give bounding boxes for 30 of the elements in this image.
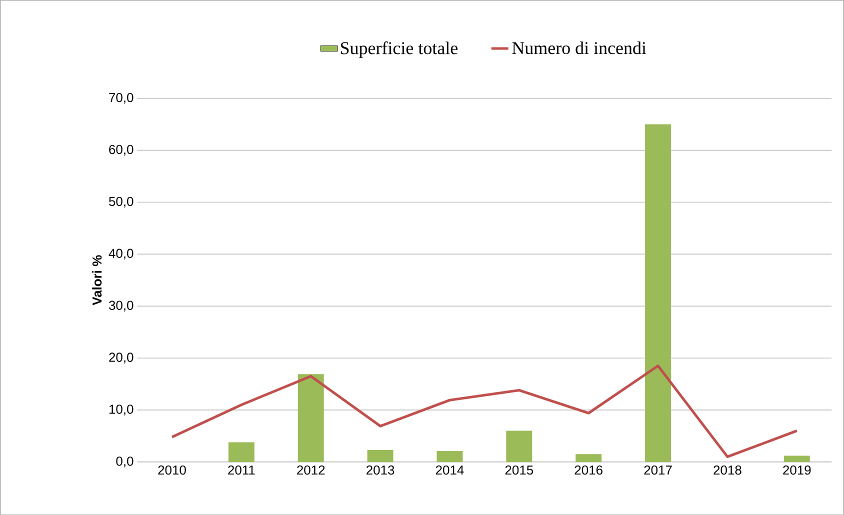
bar (228, 442, 254, 462)
x-tick-label: 2013 (366, 465, 394, 475)
y-tick-label: 40,0 (108, 248, 134, 260)
x-tick-label: 2017 (644, 465, 672, 475)
y-tick-label: 30,0 (108, 300, 134, 312)
bar (506, 430, 532, 462)
bar (436, 450, 463, 462)
bar (645, 124, 672, 462)
bar (298, 374, 324, 462)
y-tick-label: 50,0 (109, 196, 134, 208)
x-tick-label: 2010 (158, 465, 186, 475)
legend-label: Numero di incendi (512, 41, 646, 54)
y-tick-label: 0,0 (116, 456, 134, 468)
x-tick-label: 2015 (505, 465, 534, 475)
x-tick-label: 2011 (228, 465, 255, 475)
y-tick-label: 10,0 (109, 404, 134, 416)
x-tick-label: 2016 (574, 465, 602, 475)
x-tick-label: 2018 (714, 465, 742, 475)
y-axis-title: Valori % (92, 255, 102, 306)
y-tick-label: 20,0 (109, 352, 134, 364)
bar (784, 456, 810, 462)
line-series (170, 364, 798, 458)
y-tick-label: 70,0 (109, 92, 134, 104)
legend-label: Superficie totale (340, 41, 458, 58)
x-tick-label: 2019 (783, 465, 811, 475)
bar (576, 454, 602, 462)
y-tick-label: 60,0 (109, 144, 134, 156)
x-tick-label: 2014 (436, 465, 464, 475)
x-tick-label: 2012 (297, 465, 325, 475)
bar (367, 450, 394, 462)
